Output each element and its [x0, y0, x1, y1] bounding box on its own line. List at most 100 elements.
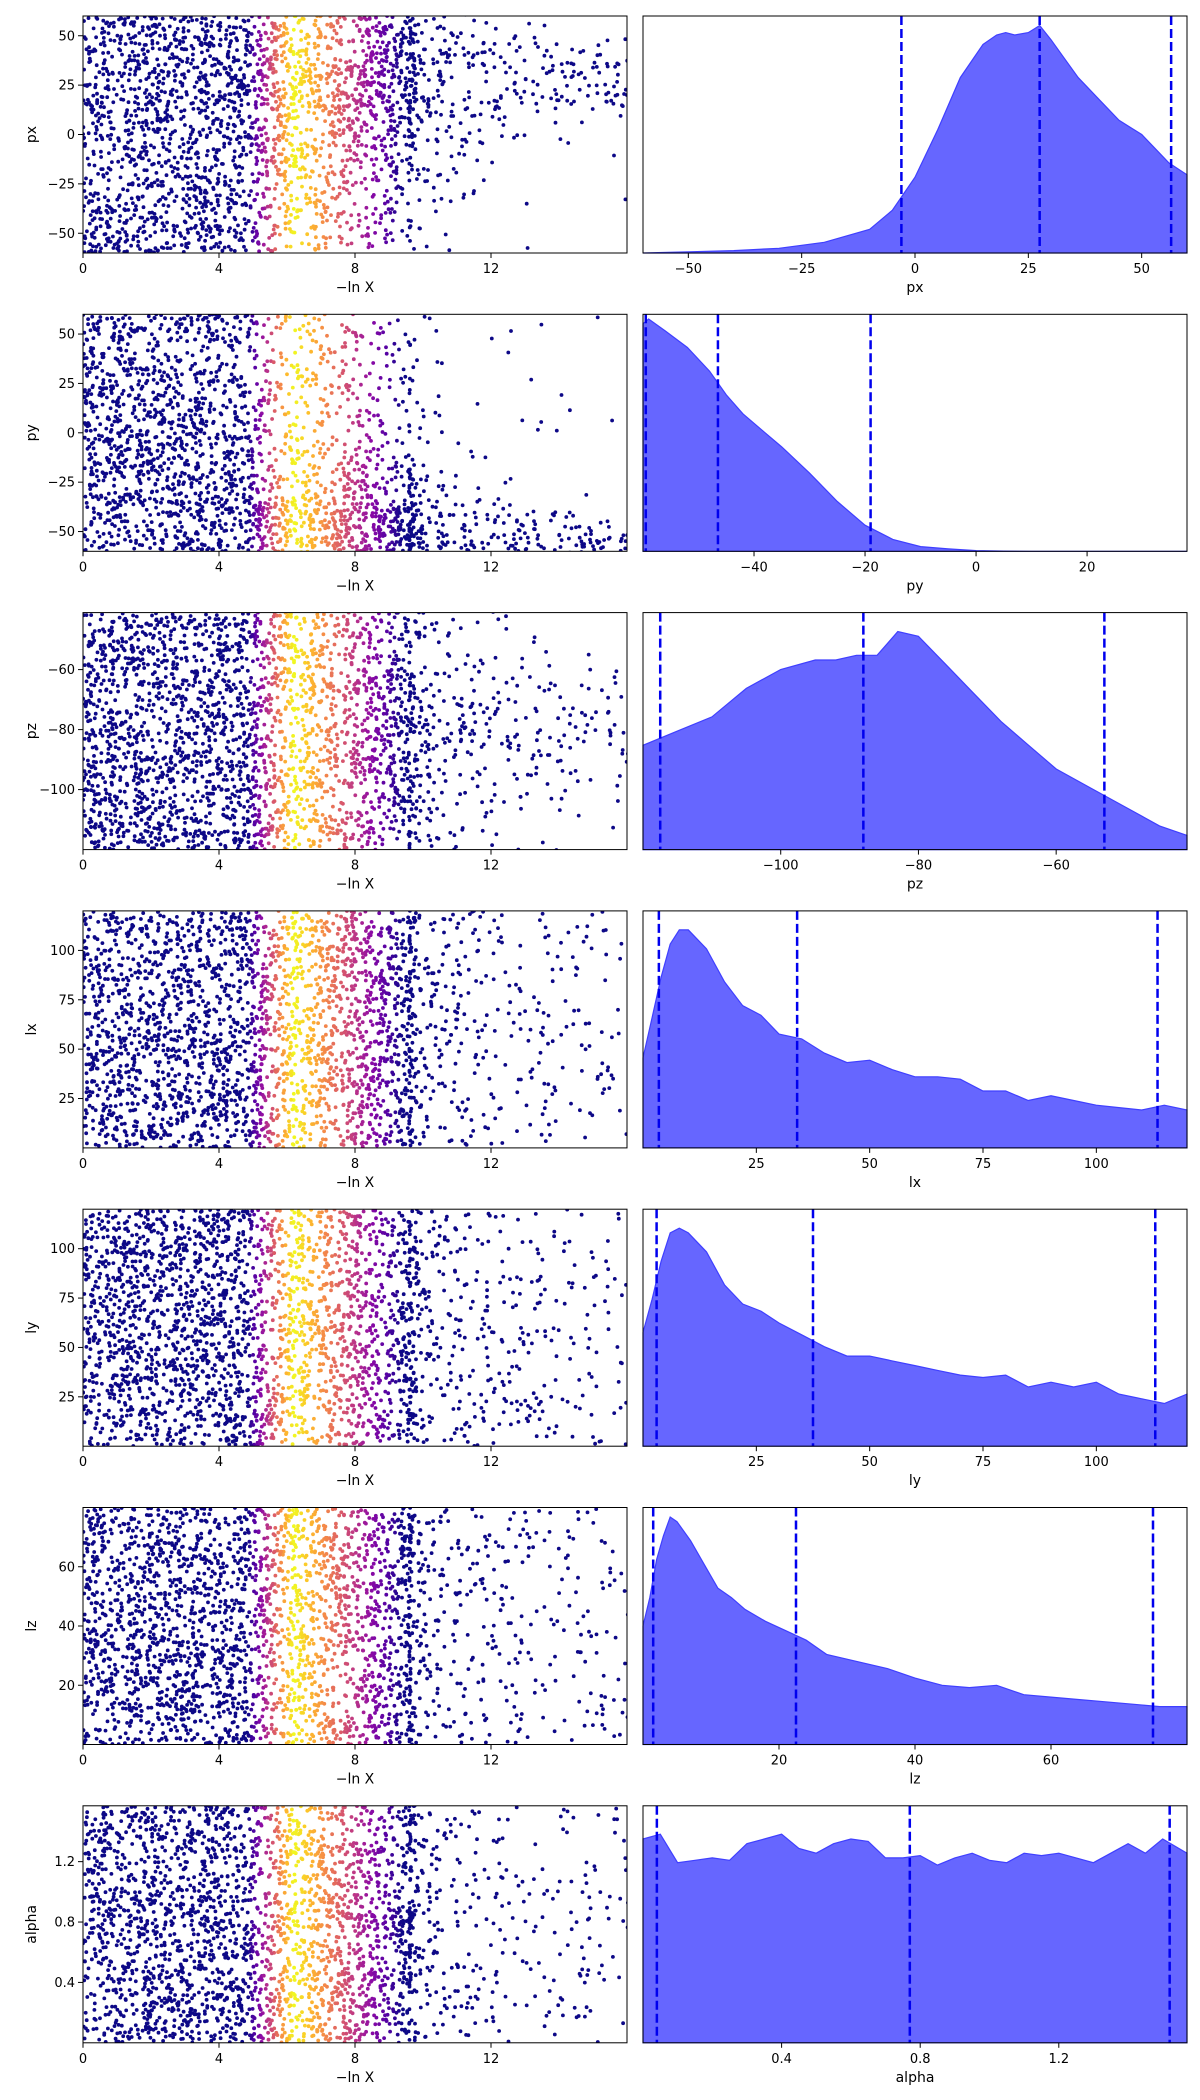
scatter-point [325, 359, 330, 364]
scatter-point [378, 45, 382, 50]
scatter-point [366, 40, 371, 45]
scatter-point [94, 210, 99, 215]
scatter-point [229, 372, 234, 377]
scatter-point [410, 167, 414, 172]
scatter-point [374, 157, 379, 161]
scatter-point [330, 36, 335, 41]
scatter-point [210, 208, 215, 212]
scatter-point [83, 250, 87, 253]
scatter-point [401, 95, 405, 99]
scatter-point [289, 363, 294, 368]
scatter-point [536, 45, 540, 49]
scatter-point [256, 93, 260, 98]
scatter-point [112, 477, 117, 482]
scatter-point [534, 101, 539, 106]
scatter-point [572, 99, 576, 104]
scatter-point [83, 413, 87, 418]
scatter-point [438, 24, 443, 29]
scatter-point [381, 100, 385, 105]
scatter-point [150, 210, 155, 215]
scatter-point [325, 411, 330, 415]
scatter-point [83, 241, 87, 245]
scatter-point [296, 147, 301, 152]
scatter-point [354, 180, 358, 185]
scatter-point [397, 75, 402, 79]
scatter-point [320, 12, 324, 16]
scatter-point [172, 243, 177, 248]
scatter-point [199, 382, 204, 386]
scatter-point [155, 489, 159, 494]
scatter-point [304, 52, 309, 57]
scatter-point [347, 414, 351, 419]
scatter-point [252, 511, 256, 516]
scatter-point [111, 498, 116, 503]
scatter-point [205, 105, 210, 109]
scatter-point [229, 247, 233, 252]
scatter-point [364, 53, 369, 58]
scatter-point [569, 559, 573, 563]
scatter-point [228, 662, 232, 666]
scatter-point [316, 83, 321, 88]
scatter-point [246, 136, 251, 140]
scatter-point [300, 151, 304, 156]
scatter-point [132, 58, 137, 63]
scatter-point [209, 454, 214, 458]
scatter-point [472, 113, 477, 118]
scatter-point [266, 317, 271, 321]
scatter-point [117, 465, 122, 470]
scatter-point [266, 16, 270, 20]
scatter-point [283, 226, 288, 231]
scatter-point [579, 550, 584, 552]
scatter-point [569, 562, 573, 566]
scatter-point [378, 93, 382, 98]
scatter-point [109, 542, 113, 547]
scatter-point [589, 532, 593, 536]
scatter-point [580, 542, 585, 547]
scatter-point [408, 42, 412, 46]
scatter-point [197, 88, 202, 93]
scatter-point [351, 19, 356, 24]
scatter-point [367, 45, 371, 50]
scatter-point [453, 53, 457, 57]
scatter-point [155, 118, 160, 123]
scatter-point [408, 560, 412, 564]
scatter-point [355, 461, 360, 466]
scatter-point [484, 70, 489, 74]
scatter-point [93, 452, 98, 457]
scatter-point [261, 75, 265, 79]
scatter-point [172, 166, 177, 170]
scatter-point [291, 164, 296, 169]
scatter-point [104, 426, 109, 431]
scatter-point [380, 603, 384, 607]
scatter-point [237, 238, 242, 243]
scatter-point [267, 236, 272, 240]
scatter-point [197, 493, 202, 498]
scatter-point [334, 594, 338, 598]
scatter-point [505, 87, 509, 91]
scatter-point [265, 158, 270, 163]
scatter-point [189, 316, 194, 320]
scatter-point [441, 523, 445, 527]
scatter-point [136, 382, 141, 387]
scatter-point [583, 76, 587, 80]
scatter-point [363, 176, 367, 181]
scatter-point [312, 99, 317, 104]
scatter-point [308, 332, 312, 337]
scatter-point [360, 234, 365, 239]
scatter-point [230, 378, 235, 382]
scatter-point [434, 329, 439, 333]
scatter-point [291, 87, 295, 91]
scatter-point [615, 561, 619, 565]
scatter-point [218, 193, 222, 198]
scatter-point [91, 409, 96, 414]
scatter-point [408, 26, 413, 31]
scatter-point [251, 536, 256, 540]
scatter-point [324, 511, 329, 516]
scatter-point [194, 18, 199, 22]
scatter-point [220, 467, 225, 472]
scatter-point [394, 168, 399, 173]
scatter-point [170, 169, 175, 174]
scatter-point [213, 387, 217, 392]
scatter-point [172, 155, 177, 160]
scatter-point [335, 38, 339, 43]
